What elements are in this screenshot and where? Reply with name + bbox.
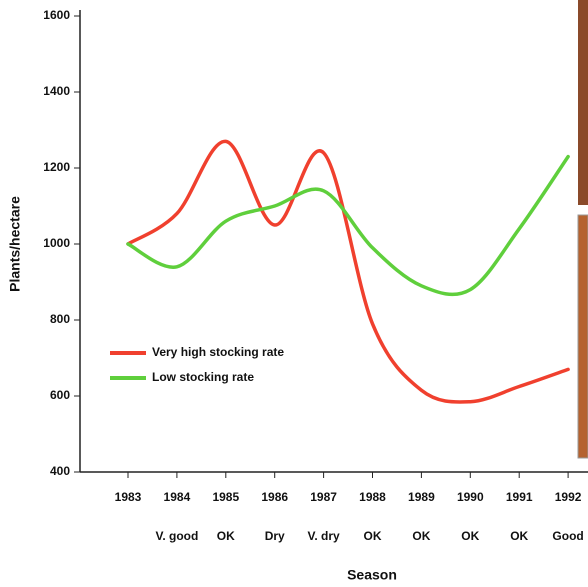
x-tick-label: 1985 — [212, 490, 239, 504]
y-axis-title: Plants/hectare — [7, 196, 23, 292]
legend-label: Very high stocking rate — [152, 345, 284, 359]
season-label: OK — [217, 529, 235, 543]
y-tick-label: 1400 — [43, 84, 70, 98]
series-line — [128, 141, 568, 402]
season-label: Dry — [265, 529, 285, 543]
x-tick-label: 1988 — [359, 490, 386, 504]
y-tick-label: 1000 — [43, 236, 70, 250]
x-tick-label: 1986 — [261, 490, 288, 504]
season-label: OK — [510, 529, 528, 543]
legend-label: Low stocking rate — [152, 370, 254, 384]
x-axis-title: Season — [347, 567, 397, 583]
season-label: Good — [552, 529, 583, 543]
y-tick-label: 400 — [50, 464, 70, 478]
y-tick-label: 1200 — [43, 160, 70, 174]
x-tick-label: 1987 — [310, 490, 337, 504]
photo — [578, 215, 588, 458]
season-label: V. good — [155, 529, 198, 543]
y-tick-label: 600 — [50, 388, 70, 402]
x-tick-label: 1991 — [506, 490, 533, 504]
x-tick-label: 1990 — [457, 490, 484, 504]
season-label: OK — [412, 529, 430, 543]
x-tick-label: 1989 — [408, 490, 435, 504]
x-tick-label: 1984 — [164, 490, 191, 504]
season-label: V. dry — [307, 529, 340, 543]
x-tick-label: 1983 — [115, 490, 142, 504]
season-label: OK — [364, 529, 382, 543]
chart: Plants/hectare Season 400 600 800 1000 1200 1… — [0, 0, 588, 587]
x-tick-label: 1992 — [555, 490, 582, 504]
photo — [578, 0, 588, 205]
y-tick-label: 800 — [50, 312, 70, 326]
y-tick-label: 1600 — [43, 8, 70, 22]
season-label: OK — [461, 529, 479, 543]
